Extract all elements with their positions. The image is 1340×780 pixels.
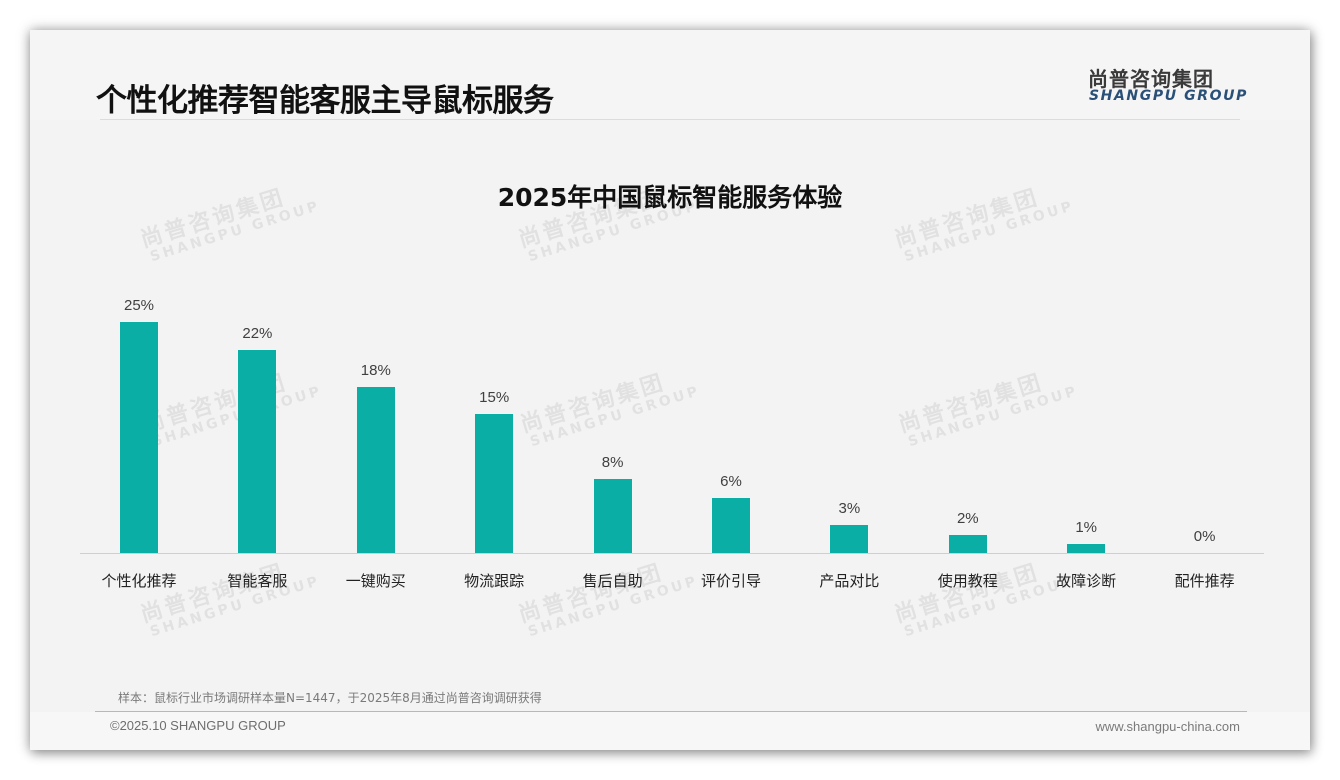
bar (948, 535, 987, 553)
bar-value-label: 1% (1075, 519, 1098, 536)
bar (593, 479, 632, 553)
bar-value-label: 3% (838, 500, 861, 517)
bar (712, 498, 750, 553)
bar-value-label: 0% (1193, 528, 1216, 545)
bar-group: 18% 一键购买 (317, 280, 435, 630)
bar-group: 3% 产品对比 (790, 280, 908, 630)
x-axis-line (80, 553, 1264, 554)
bar (830, 525, 869, 553)
bar-group: 8% 售后自助 (554, 280, 672, 630)
category-label: 一键购买 (345, 572, 406, 590)
category-label: 物流跟踪 (464, 572, 525, 590)
bar-group: 2% 使用教程 (909, 280, 1027, 630)
bar-value-label: 8% (601, 454, 624, 471)
slide: 尚普咨询集团 SHANGPU GROUP 尚普咨询集团 SHANGPU GROU… (30, 30, 1310, 750)
bar-group: 15% 物流跟踪 (435, 280, 553, 630)
title-divider (100, 119, 1240, 120)
bar-value-label: 2% (956, 510, 979, 527)
bar-value-label: 22% (242, 325, 273, 342)
bar-group: 25% 个性化推荐 (80, 280, 198, 630)
bar-value-label: 15% (479, 389, 510, 406)
bar (1067, 544, 1106, 553)
website-link[interactable]: www.shangpu-china.com (1095, 719, 1240, 734)
bar-chart: 25% 个性化推荐 22% 智能客服 18% 一键购买 15% 物流跟踪 8% 售后自助 6% 评价引… (80, 280, 1264, 630)
copyright: ©2025.10 SHANGPU GROUP (110, 718, 286, 733)
category-label: 个性化推荐 (101, 572, 177, 590)
bar-group: 1% 故障诊断 (1027, 280, 1145, 630)
footer-divider (95, 711, 1247, 712)
category-label: 使用教程 (937, 572, 998, 590)
sample-note: 样本：鼠标行业市场调研样本量N=1447，于2025年8月通过尚普咨询调研获得 (118, 691, 542, 705)
bar (475, 414, 514, 553)
chart-title: 2025年中国鼠标智能服务体验 (497, 183, 843, 212)
bar (120, 322, 158, 553)
bar (356, 387, 395, 553)
bar-group: 6% 评价引导 (672, 280, 790, 630)
category-label: 故障诊断 (1056, 572, 1117, 590)
category-label: 评价引导 (700, 572, 761, 590)
category-label: 售后自助 (582, 572, 643, 590)
bar-value-label: 25% (123, 297, 155, 314)
bar-value-label: 6% (720, 473, 742, 490)
page-title: 个性化推荐智能客服主导鼠标服务 (96, 83, 554, 119)
bar-group: 22% 智能客服 (198, 280, 316, 630)
bar (238, 350, 277, 553)
header-band (30, 30, 1310, 120)
logo-en: SHANGPU GROUP (1089, 88, 1248, 104)
bar-value-label: 18% (360, 362, 391, 379)
category-label: 产品对比 (819, 572, 880, 590)
bar-group: 0% 配件推荐 (1146, 280, 1264, 630)
footer-band (30, 712, 1310, 750)
category-label: 配件推荐 (1174, 572, 1235, 590)
category-label: 智能客服 (227, 572, 288, 590)
logo-cn: 尚普咨询集团 (1088, 67, 1214, 91)
